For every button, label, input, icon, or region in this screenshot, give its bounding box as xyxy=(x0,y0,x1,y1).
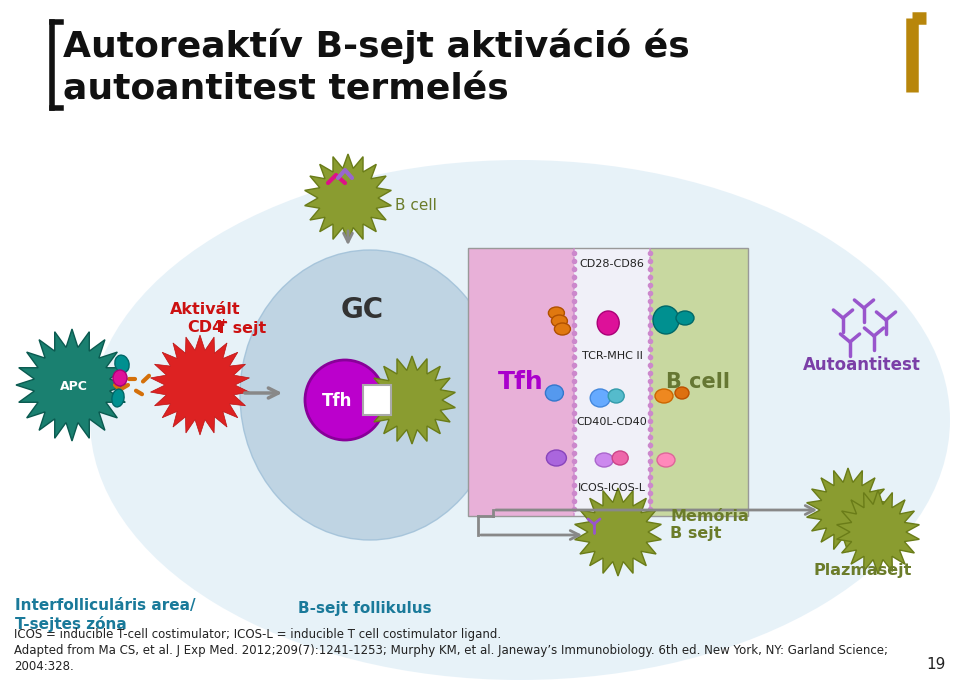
Text: +: + xyxy=(220,318,228,328)
Bar xyxy=(650,248,748,516)
Ellipse shape xyxy=(653,306,679,334)
Bar xyxy=(468,248,574,516)
Ellipse shape xyxy=(555,323,570,335)
Text: Autoreaktív B-sejt aktiváció és: Autoreaktív B-sejt aktiváció és xyxy=(63,28,689,64)
Text: CD4: CD4 xyxy=(187,321,223,335)
Text: APC: APC xyxy=(60,380,88,393)
Polygon shape xyxy=(806,468,889,552)
Ellipse shape xyxy=(676,311,694,325)
Bar xyxy=(574,248,650,516)
Text: Adapted from Ma CS, et al. J Exp Med. 2012;209(7):1241-1253; Murphy KM, et al. J: Adapted from Ma CS, et al. J Exp Med. 20… xyxy=(14,644,888,657)
Ellipse shape xyxy=(675,387,689,399)
Ellipse shape xyxy=(612,451,628,465)
Text: TCR-MHC II: TCR-MHC II xyxy=(582,351,642,361)
Text: Plazmasejt: Plazmasejt xyxy=(814,562,912,577)
Polygon shape xyxy=(369,356,455,444)
Text: ICOS = inducible T-cell costimulator; ICOS-L = inducible T cell costimulator lig: ICOS = inducible T-cell costimulator; IC… xyxy=(14,628,501,641)
Ellipse shape xyxy=(551,315,567,327)
Text: autoantitest termelés: autoantitest termelés xyxy=(63,73,509,107)
Ellipse shape xyxy=(590,389,611,407)
Text: ICOS-ICOS-L: ICOS-ICOS-L xyxy=(578,483,646,493)
Polygon shape xyxy=(575,488,661,576)
Polygon shape xyxy=(836,490,920,574)
Bar xyxy=(468,248,748,516)
Ellipse shape xyxy=(115,355,130,373)
Ellipse shape xyxy=(655,389,673,403)
Polygon shape xyxy=(16,329,128,441)
Text: CD40L-CD40: CD40L-CD40 xyxy=(577,417,648,427)
Ellipse shape xyxy=(240,250,500,540)
Ellipse shape xyxy=(546,450,566,466)
Ellipse shape xyxy=(548,307,564,319)
Polygon shape xyxy=(304,154,392,242)
Ellipse shape xyxy=(657,453,675,467)
Text: Tfh: Tfh xyxy=(498,370,544,394)
Bar xyxy=(363,385,391,415)
Text: T sejt: T sejt xyxy=(216,321,266,335)
Text: GC: GC xyxy=(341,296,384,324)
Ellipse shape xyxy=(597,311,619,335)
Text: 2004:328.: 2004:328. xyxy=(14,660,74,673)
Ellipse shape xyxy=(305,360,385,440)
Text: B-sejt follikulus: B-sejt follikulus xyxy=(298,601,432,616)
Text: Interfolliculáris area/
T-sejtes zóna: Interfolliculáris area/ T-sejtes zóna xyxy=(15,598,196,631)
Ellipse shape xyxy=(545,385,564,401)
Text: 19: 19 xyxy=(926,657,946,672)
Ellipse shape xyxy=(113,370,127,386)
Text: CD28-CD86: CD28-CD86 xyxy=(580,259,644,269)
Ellipse shape xyxy=(112,389,124,407)
Text: B cell: B cell xyxy=(665,372,730,392)
Text: B cell: B cell xyxy=(395,198,437,213)
Text: Memória
B sejt: Memória B sejt xyxy=(670,509,749,541)
Text: Autoantitest: Autoantitest xyxy=(804,356,921,374)
Ellipse shape xyxy=(90,160,950,680)
Ellipse shape xyxy=(595,453,613,467)
Text: Aktivált: Aktivált xyxy=(170,302,240,317)
Ellipse shape xyxy=(609,389,624,403)
Text: Tfh: Tfh xyxy=(322,392,352,410)
Polygon shape xyxy=(151,335,250,435)
